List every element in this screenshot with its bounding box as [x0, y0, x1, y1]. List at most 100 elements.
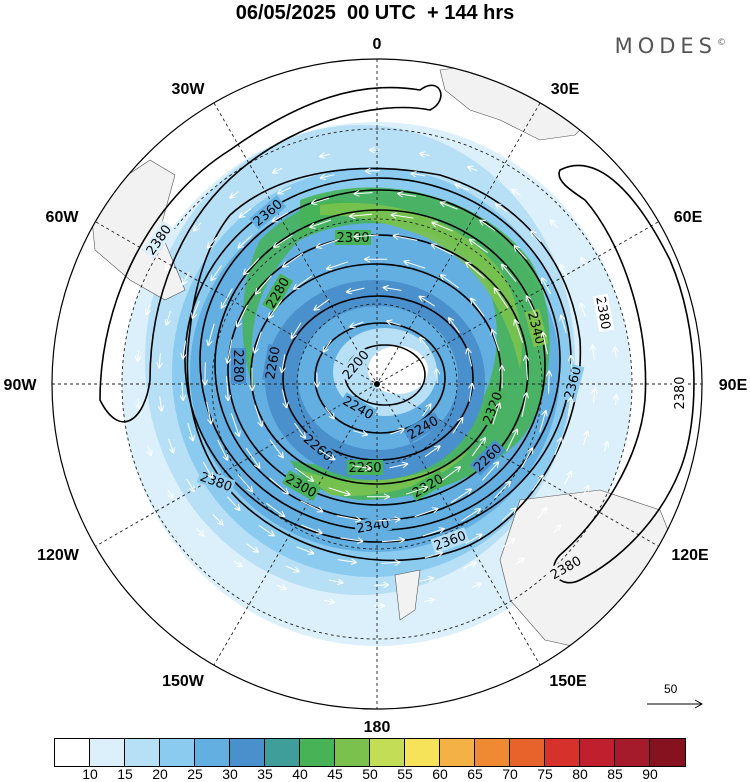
- brand-logo: MODES©: [615, 34, 726, 58]
- wind-vector: [350, 214, 373, 216]
- wind-vector: [256, 275, 272, 294]
- wind-vector: [480, 220, 496, 232]
- wind-vector: [604, 442, 607, 452]
- wind-vector: [282, 354, 285, 372]
- wind-vector: [167, 489, 173, 498]
- wind-vector: [294, 275, 312, 289]
- wind-vector: [594, 389, 595, 403]
- wind-vector: [581, 258, 587, 267]
- colorbar-swatch: [160, 739, 195, 766]
- wind-vector: [568, 398, 571, 416]
- wind-vector: [381, 562, 400, 563]
- contour-label: 2340: [355, 516, 390, 537]
- wind-vector: [266, 502, 284, 516]
- contour-label: 2380: [592, 295, 613, 330]
- wind-vector: [239, 235, 253, 248]
- wind-vector: [186, 478, 194, 491]
- height-contours: [99, 84, 695, 584]
- wind-vector: [269, 477, 288, 494]
- lon-label-150e: 150E: [549, 673, 587, 690]
- lon-label-60w: 60W: [46, 209, 80, 226]
- wind-vectors: [138, 150, 617, 606]
- lon-label-120w: 120W: [37, 547, 80, 564]
- wind-vector: [285, 565, 299, 572]
- wind-vector: [471, 583, 481, 587]
- contour-label: 2260: [263, 345, 284, 380]
- wind-vector: [269, 439, 283, 458]
- wind-vector: [515, 320, 524, 343]
- wind-vector: [211, 265, 223, 280]
- lon-label-30w: 30W: [172, 81, 206, 98]
- wind-vector: [194, 222, 201, 231]
- wind-vector: [354, 235, 379, 237]
- wind-vector: [183, 271, 190, 284]
- wind-vector: [301, 524, 321, 533]
- wind-vector: [314, 298, 330, 309]
- wind-vector: [564, 472, 572, 485]
- colorbar-tick-label: 60: [432, 766, 448, 782]
- wind-vector: [375, 519, 400, 521]
- wind-vector: [269, 299, 283, 318]
- wind-vector: [320, 154, 331, 156]
- colorbar-tick-label: 50: [362, 766, 378, 782]
- wind-vector: [442, 467, 460, 481]
- wind-vector: [424, 553, 442, 559]
- wind-vector: [347, 287, 365, 292]
- colorbar-tick-label: 90: [642, 766, 658, 782]
- wind-vector: [527, 296, 537, 317]
- map-border: [51, 58, 703, 710]
- wind-vector: [276, 585, 286, 589]
- wind-vector: [274, 234, 293, 247]
- wind-vector: [420, 338, 430, 350]
- lon-label-120e: 120E: [671, 547, 709, 564]
- colorbar-swatch: [580, 739, 615, 766]
- wind-vector: [441, 275, 459, 289]
- wind-vector: [208, 236, 218, 248]
- wind-vector: [390, 429, 404, 435]
- wind-vector: [205, 362, 206, 384]
- wind-vector: [492, 404, 500, 425]
- jet-max-south: [300, 450, 470, 496]
- wind-vector: [327, 261, 349, 269]
- wind-vector: [392, 215, 414, 219]
- colorbar-swatch: [440, 739, 475, 766]
- wind-vector: [551, 220, 558, 229]
- wind-vector: [230, 413, 239, 436]
- colorbar-swatch: [90, 739, 125, 766]
- wind-vector: [521, 448, 533, 468]
- wind-vector: [240, 208, 252, 217]
- wind-vector: [217, 439, 228, 460]
- wind-vector: [515, 246, 528, 260]
- contour-label: 2280: [230, 349, 245, 382]
- wind-vector: [469, 384, 472, 402]
- wind-vector: [549, 372, 550, 394]
- wind-vector: [414, 509, 438, 518]
- wind-vector: [492, 330, 500, 352]
- wind-vector: [336, 515, 361, 521]
- wind-vector: [387, 321, 401, 326]
- wind-vector: [237, 474, 252, 491]
- wind-vector: [294, 422, 306, 438]
- wind-vector: [292, 322, 302, 338]
- lon-label-180: 180: [364, 719, 391, 735]
- wind-vector: [337, 560, 356, 563]
- wind-vector: [539, 411, 546, 433]
- wind-vector: [160, 396, 162, 411]
- wind-vector: [353, 430, 366, 435]
- contour-2380-east: [553, 164, 695, 584]
- wind-vector: [419, 578, 434, 581]
- wind-vector: [432, 245, 454, 256]
- colorbar-swatch: [230, 739, 265, 766]
- wind-vector: [603, 301, 606, 311]
- wind-vector: [424, 446, 440, 458]
- wind-vector: [411, 173, 426, 176]
- wind-vector: [502, 265, 517, 282]
- wind-vector: [571, 356, 572, 375]
- wind-vector: [166, 310, 171, 324]
- lon-label-60e: 60E: [674, 209, 703, 226]
- wind-vector: [471, 438, 485, 457]
- wind-vector: [328, 487, 350, 495]
- colorbar-tick-label: 70: [502, 766, 518, 782]
- wind-vector: [471, 299, 485, 317]
- wind-vector: [182, 381, 183, 400]
